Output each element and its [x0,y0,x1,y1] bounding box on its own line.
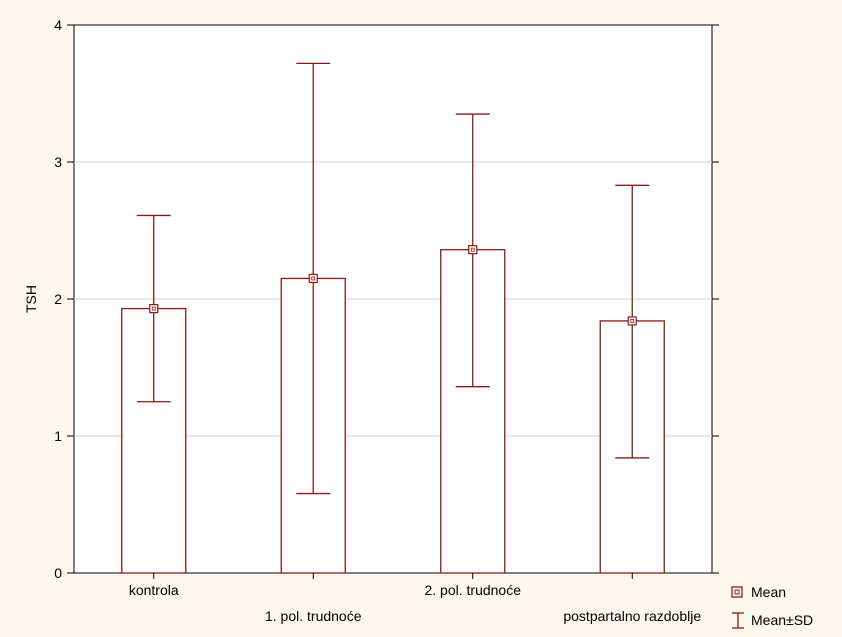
mean-marker-inner [151,306,156,311]
bars [121,62,665,574]
category-label: kontrola [129,582,179,598]
mean-marker [468,245,478,255]
mean-marker-inner [630,319,635,323]
y-axis: 0 1 2 3 4 [54,17,719,581]
category-label: 1. pol. trudnoće [265,608,362,624]
mean-marker-inner [311,276,316,281]
y-tick-label: 3 [54,154,62,170]
category-label: 2. pol. trudnoće [424,582,521,598]
mean-marker [308,273,318,284]
legend: Mean Mean±SD [731,584,813,629]
category-label: postpartalno razdoblje [563,608,701,624]
y-tick-label: 4 [54,17,62,33]
legend-mean-label: Mean [751,584,786,600]
y-tick-label: 2 [54,291,62,307]
mean-marker [627,316,637,326]
category-labels: kontrola 1. pol. trudnoće 2. pol. trudnoće… [129,573,701,624]
y-tick-label: 0 [54,565,62,581]
legend-sd-label: Mean±SD [751,612,813,628]
legend-mean-icon [731,586,743,598]
legend-mean-icon-inner [734,589,740,595]
mean-marker-inner [470,247,475,252]
mean-marker [149,303,159,314]
y-axis-title: TSH [23,285,39,313]
y-tick-label: 1 [54,428,62,444]
